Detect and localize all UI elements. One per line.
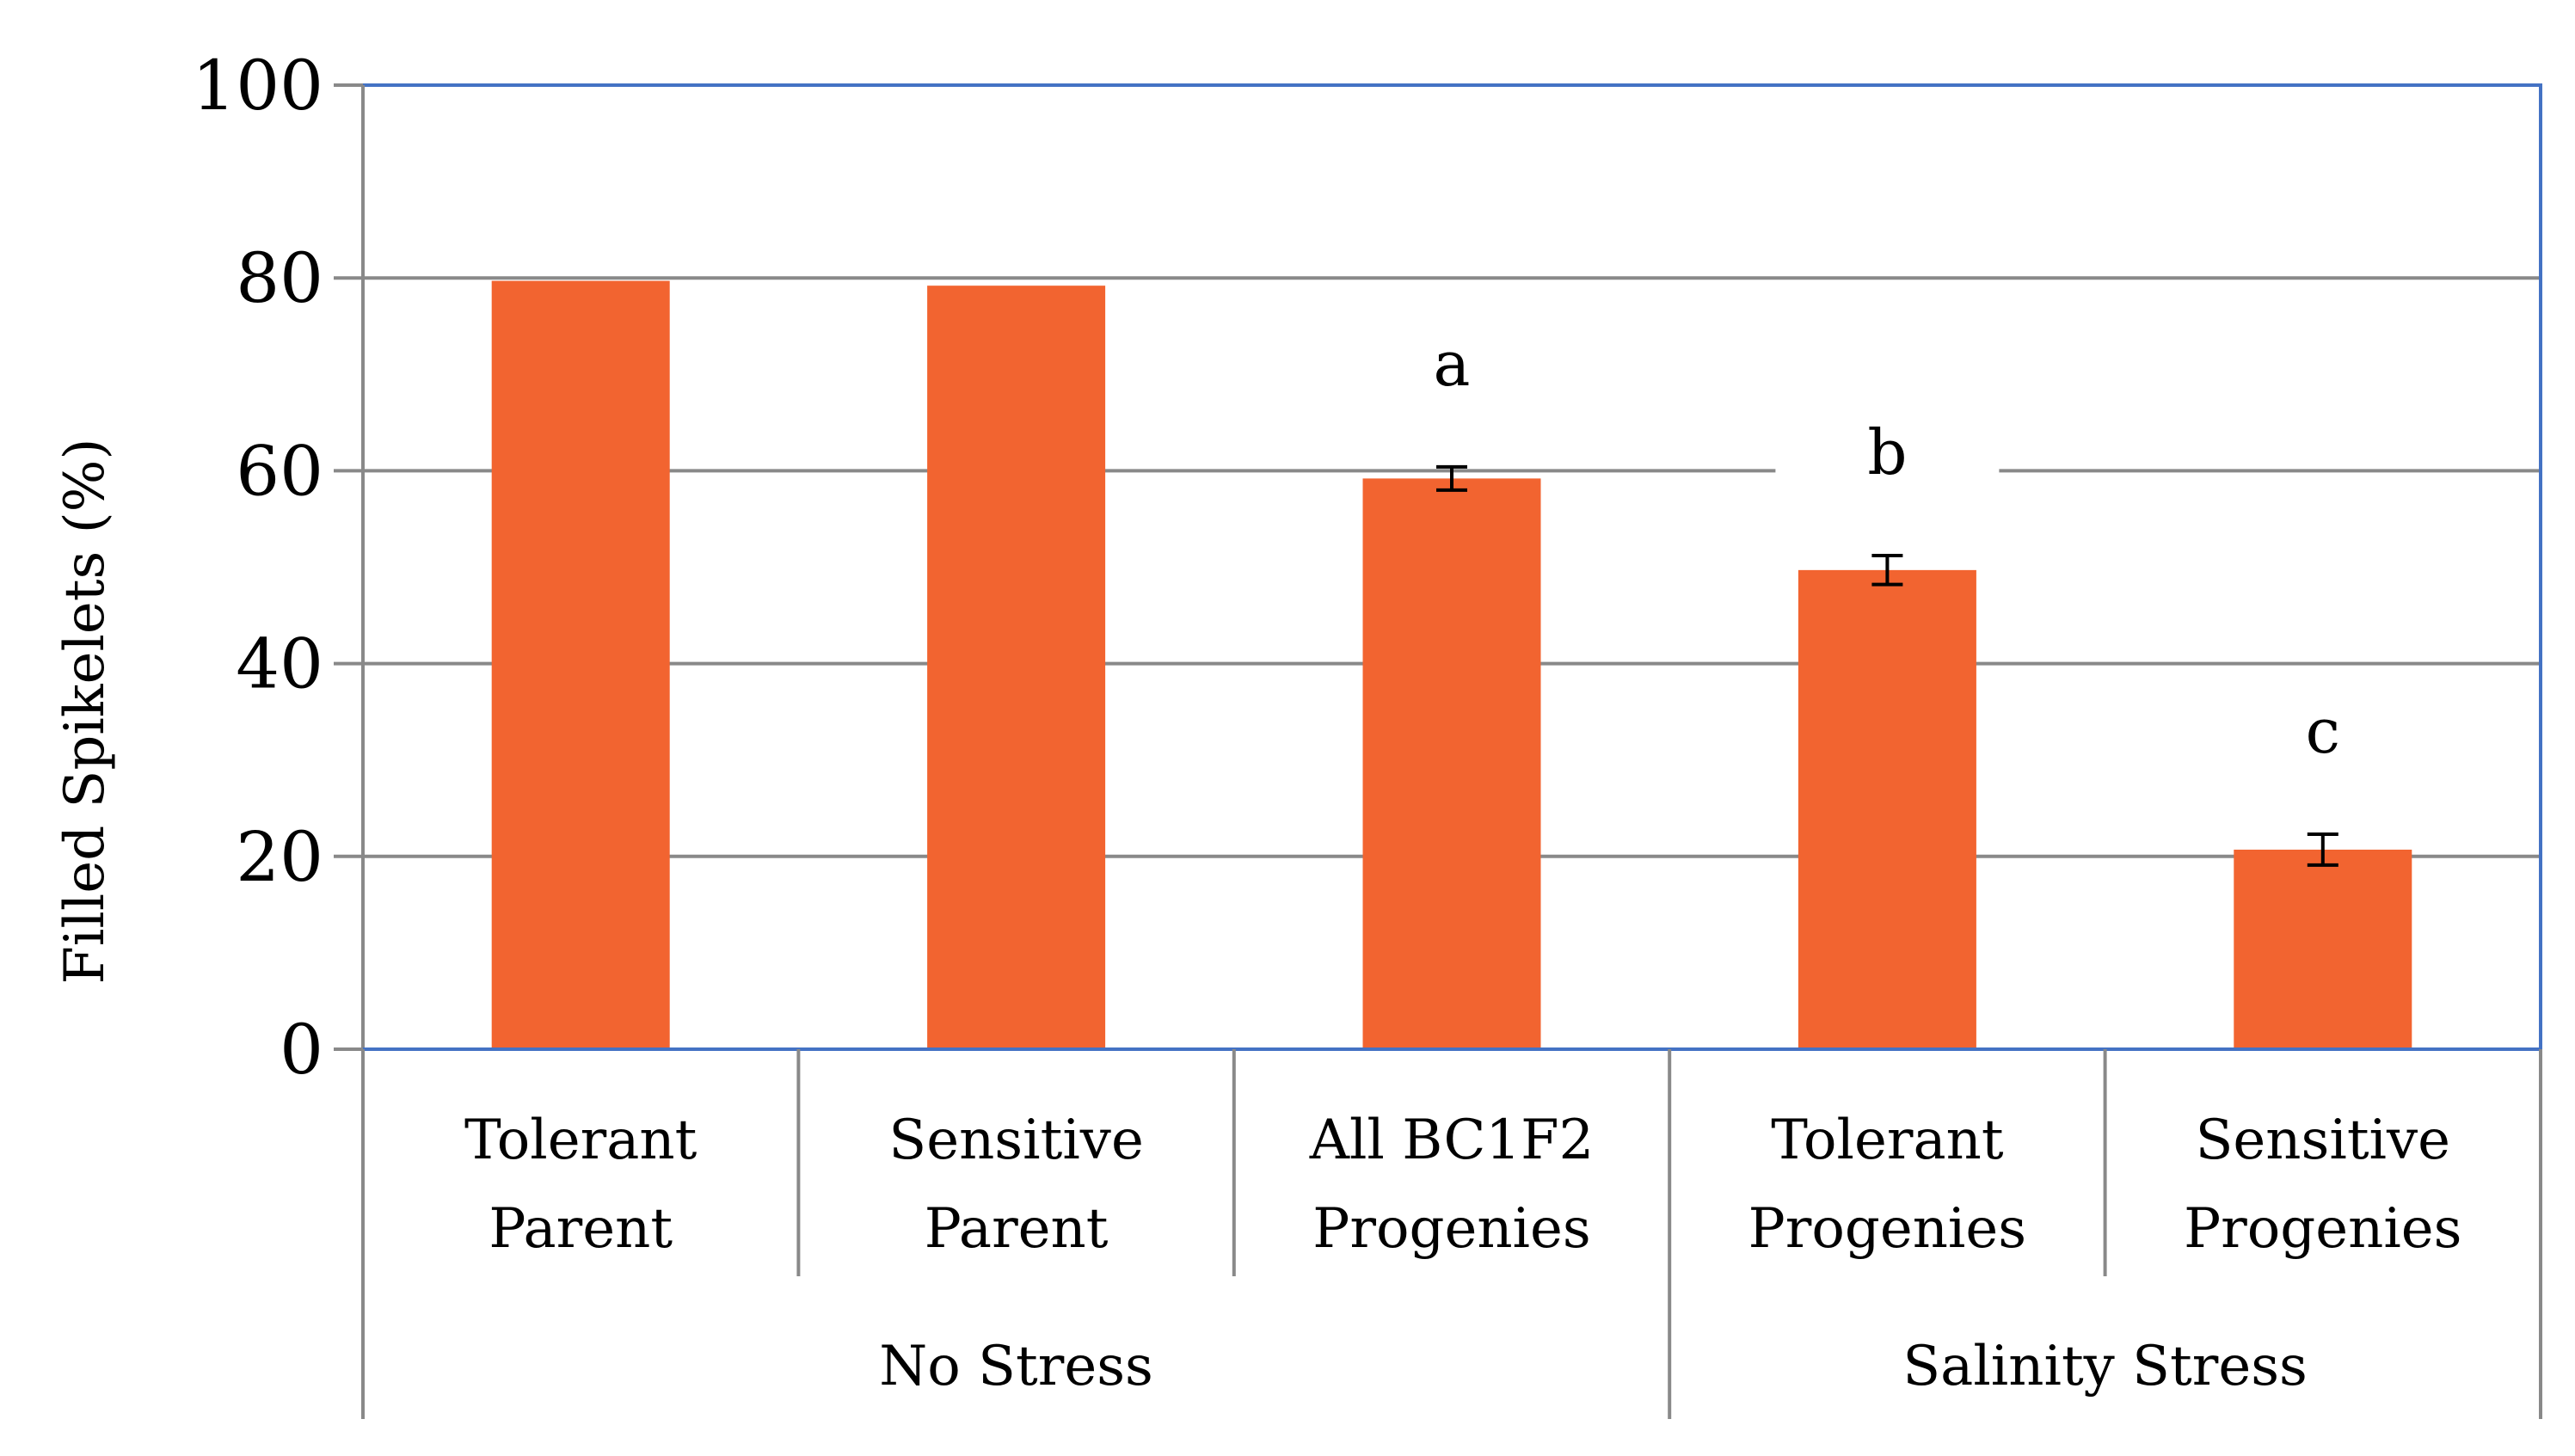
- axes: [361, 83, 2542, 1419]
- category-label-line2: Progenies: [2184, 1197, 2461, 1261]
- significance-labels: a b c: [1340, 324, 2435, 771]
- significance-gap: [2210, 692, 2435, 771]
- category-label-line2: Progenies: [1312, 1197, 1590, 1261]
- category-label-4: Tolerant Progenies: [1748, 1109, 2026, 1261]
- y-tick-label: 40: [236, 624, 323, 704]
- category-label-line1: Tolerant: [1771, 1109, 2004, 1172]
- category-label-1: Tolerant Parent: [464, 1109, 698, 1261]
- category-label-line1: Sensitive: [2196, 1109, 2450, 1172]
- bar-1: [491, 280, 670, 1049]
- y-tick-label: 60: [236, 431, 323, 511]
- y-tick-label: 0: [280, 1010, 323, 1090]
- bars: [491, 280, 2412, 1050]
- y-tick-label: 20: [236, 817, 323, 897]
- error-bars: [1436, 464, 2338, 867]
- y-tick-label: 80: [236, 238, 323, 318]
- category-label-line1: Tolerant: [464, 1109, 698, 1172]
- y-axis-label: Filled Spikelets (%): [53, 439, 117, 985]
- y-tick-label: 100: [192, 46, 323, 126]
- error-bar-3: [1436, 464, 1467, 492]
- bar-3: [1362, 478, 1541, 1049]
- significance-gap: [1340, 324, 1564, 402]
- category-label-3: All BC1F2 Progenies: [1309, 1109, 1595, 1261]
- bar-5: [2234, 849, 2412, 1049]
- significance-gap: [1775, 414, 2000, 492]
- group-labels: No Stress Salinity Stress: [879, 1335, 2308, 1398]
- significance-label-b: b: [1867, 416, 1907, 488]
- category-label-2: Sensitive Parent: [888, 1109, 1143, 1261]
- error-bar-5: [2307, 832, 2338, 867]
- group-label-1: No Stress: [879, 1335, 1153, 1398]
- category-label-line1: Sensitive: [888, 1109, 1143, 1172]
- y-tick-labels: 0 20 40 60 80 100: [192, 46, 363, 1090]
- category-label-line2: Parent: [489, 1197, 673, 1261]
- category-label-line1: All BC1F2: [1309, 1109, 1595, 1172]
- bar-4: [1798, 569, 1976, 1049]
- category-label-5: Sensitive Progenies: [2184, 1109, 2461, 1261]
- category-labels: Tolerant Parent Sensitive Parent All BC1F2 Pr…: [464, 1109, 2461, 1261]
- category-label-line2: Parent: [925, 1197, 1109, 1261]
- error-bar-4: [1871, 554, 1903, 587]
- bar-2: [927, 286, 1106, 1050]
- significance-label-c: c: [2306, 695, 2340, 767]
- category-label-line2: Progenies: [1748, 1197, 2026, 1261]
- significance-label-a: a: [1434, 328, 1471, 400]
- group-label-2: Salinity Stress: [1902, 1335, 2308, 1398]
